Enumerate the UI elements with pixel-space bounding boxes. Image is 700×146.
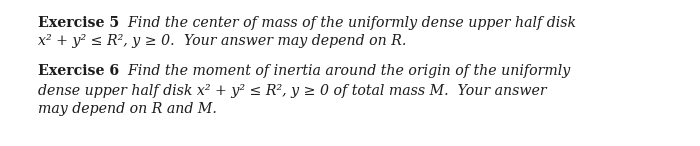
Text: x² + y² ≤ R², y ≥ 0.: x² + y² ≤ R², y ≥ 0. xyxy=(38,34,174,48)
Text: Exercise 5: Exercise 5 xyxy=(38,16,119,30)
Text: dense upper half disk x² + y² ≤ R², y ≥ 0 of total mass M.  Your answer: dense upper half disk x² + y² ≤ R², y ≥ … xyxy=(38,84,547,98)
Text: Find the center of mass of the uniformly dense upper half disk: Find the center of mass of the uniformly… xyxy=(119,16,576,30)
Text: Exercise 6: Exercise 6 xyxy=(38,64,119,78)
Text: Your answer may depend on R.: Your answer may depend on R. xyxy=(174,34,406,48)
Text: Find the moment of inertia around the origin of the uniformly: Find the moment of inertia around the or… xyxy=(119,64,570,78)
Text: may depend on R and M.: may depend on R and M. xyxy=(38,102,217,116)
